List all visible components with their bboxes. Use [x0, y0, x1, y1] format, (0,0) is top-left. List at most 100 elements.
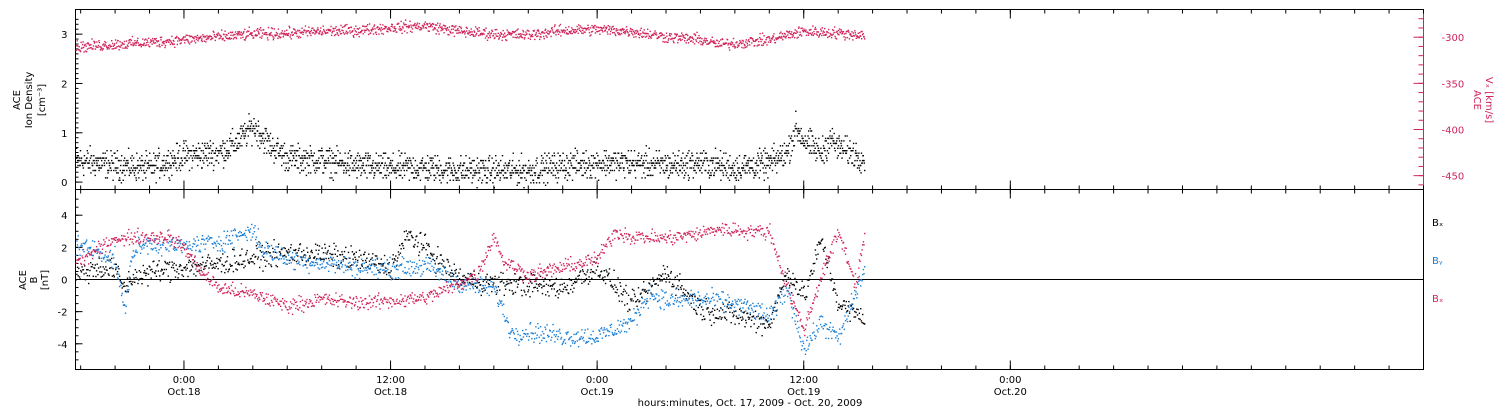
- density-point: [826, 150, 829, 152]
- density-point: [199, 159, 201, 162]
- density-point: [458, 167, 461, 169]
- vx-point: [285, 32, 287, 35]
- bx-point: [638, 301, 640, 303]
- vx-point: [309, 32, 311, 35]
- vx-point: [540, 36, 542, 38]
- density-point: [630, 150, 632, 152]
- density-point: [610, 162, 613, 164]
- vx-point: [290, 34, 292, 36]
- density-point: [443, 172, 446, 174]
- density-point: [512, 152, 514, 154]
- vx-point: [745, 39, 747, 41]
- vx-point: [621, 27, 624, 30]
- vx-point: [649, 35, 651, 37]
- density-point: [332, 152, 334, 154]
- density-point: [317, 159, 319, 162]
- density-point: [264, 127, 266, 130]
- density-point: [103, 162, 105, 164]
- bx-point: [376, 255, 378, 257]
- density-point: [603, 150, 606, 152]
- density-point: [836, 140, 838, 142]
- density-point: [285, 167, 287, 169]
- density-point: [143, 164, 145, 167]
- vx-point: [388, 28, 390, 31]
- bx-point: [734, 323, 736, 325]
- density-point: [457, 164, 459, 167]
- density-point: [88, 159, 91, 162]
- density-point: [330, 172, 332, 174]
- vx-point: [374, 28, 376, 30]
- vx-point: [818, 35, 820, 37]
- bx-point: [79, 278, 81, 280]
- density-point: [844, 150, 846, 152]
- density-point: [811, 145, 813, 147]
- vx-point: [222, 39, 224, 41]
- density-point: [130, 172, 132, 174]
- bx-point: [758, 326, 760, 328]
- vx-point: [626, 31, 629, 33]
- bx-point: [668, 281, 671, 283]
- bx-point: [566, 289, 568, 291]
- bx-point: [440, 254, 442, 256]
- density-point: [321, 147, 323, 149]
- vx-point: [447, 33, 449, 36]
- vx-point: [748, 38, 750, 41]
- vx-point: [471, 31, 473, 33]
- vx-point: [661, 33, 663, 35]
- density-point: [617, 164, 620, 167]
- bx-point: [320, 258, 323, 260]
- density-point: [829, 130, 831, 132]
- bx-point: [515, 281, 517, 283]
- density-point: [461, 164, 464, 167]
- density-point: [454, 172, 457, 174]
- bx-point: [403, 247, 405, 250]
- density-point: [558, 164, 560, 167]
- vx-point: [258, 32, 260, 34]
- density-point: [580, 164, 582, 167]
- vx-point: [686, 39, 688, 42]
- bx-point: [681, 285, 683, 287]
- vx-point: [810, 28, 812, 31]
- vx-point: [570, 30, 572, 32]
- density-point: [470, 162, 472, 164]
- density-point: [369, 164, 372, 167]
- bx-point: [194, 263, 196, 266]
- bx-point: [535, 280, 537, 282]
- vx-point: [493, 33, 495, 35]
- density-point: [827, 142, 829, 145]
- density-point: [854, 159, 856, 162]
- density-point: [694, 169, 696, 172]
- bx-point: [624, 304, 626, 306]
- density-point: [277, 142, 279, 145]
- density-point: [157, 157, 159, 159]
- density-point: [759, 159, 761, 162]
- vx-point: [452, 32, 454, 34]
- density-point: [552, 174, 554, 177]
- bx-point: [120, 282, 123, 284]
- bx-point: [517, 283, 519, 285]
- bx-point: [760, 323, 762, 325]
- density-point: [736, 157, 738, 159]
- vx-point: [338, 28, 341, 31]
- bx-point: [217, 268, 219, 270]
- density-point: [371, 169, 373, 172]
- vx-point: [641, 35, 643, 38]
- vx-point: [589, 35, 591, 37]
- vx-point: [732, 45, 734, 48]
- density-point: [188, 150, 190, 152]
- vx-point: [299, 31, 301, 34]
- density-point: [701, 172, 703, 174]
- bx-point: [560, 278, 563, 280]
- density-point: [747, 164, 749, 167]
- vx-point: [186, 38, 188, 41]
- density-point: [765, 172, 767, 174]
- vx-point: [329, 29, 332, 31]
- vx-point: [860, 30, 862, 33]
- bx-point: [747, 316, 749, 318]
- vx-point: [694, 33, 696, 36]
- vx-point: [205, 38, 208, 41]
- vx-point: [836, 30, 838, 32]
- vx-point: [333, 30, 335, 32]
- bx-point: [93, 267, 96, 269]
- vx-point: [225, 37, 228, 39]
